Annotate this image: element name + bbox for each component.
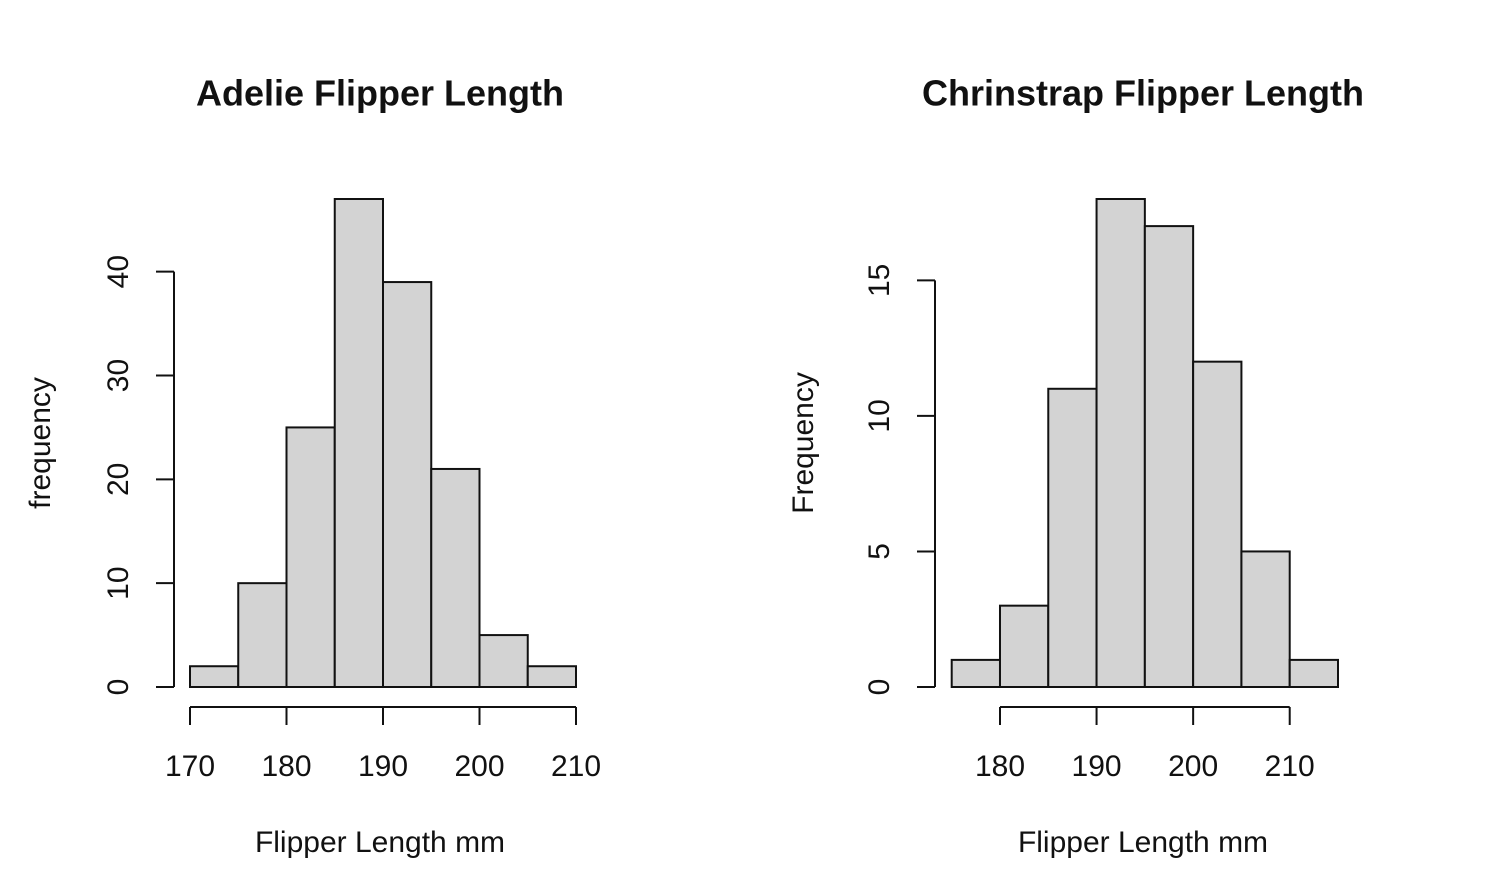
bar — [1095, 198, 1146, 688]
chart-title: Chrinstrap Flipper Length — [922, 73, 1364, 114]
bar — [998, 604, 1050, 689]
y-tick-label: 0 — [102, 679, 135, 696]
y-tick-label: 10 — [863, 399, 896, 432]
bar — [1240, 550, 1291, 689]
bar — [1143, 225, 1195, 688]
bar — [382, 281, 433, 688]
bar — [430, 467, 481, 689]
bar — [1192, 360, 1243, 688]
x-tick-label: 180 — [261, 750, 311, 783]
x-tick-label: 210 — [551, 750, 601, 783]
x-tick-label: 200 — [454, 750, 504, 783]
x-tick-label: 190 — [1072, 750, 1122, 783]
y-tick-label: 30 — [102, 359, 135, 392]
bar — [1047, 387, 1098, 688]
x-tick-label: 170 — [165, 750, 215, 783]
x-tick-label: 180 — [975, 750, 1025, 783]
bar — [1288, 658, 1340, 689]
y-axis-label: frequency — [24, 377, 57, 509]
y-tick-label: 40 — [102, 255, 135, 288]
x-axis-label: Flipper Length mm — [255, 826, 505, 859]
bar — [950, 658, 1001, 689]
y-tick-label: 15 — [863, 264, 896, 297]
bar — [285, 426, 336, 688]
bar — [478, 634, 529, 688]
bar — [526, 665, 577, 689]
bar — [189, 665, 240, 689]
x-axis-label: Flipper Length mm — [1018, 826, 1268, 859]
chart-title: Adelie Flipper Length — [196, 73, 564, 114]
x-tick-label: 200 — [1168, 750, 1218, 783]
y-tick-label: 20 — [102, 463, 135, 496]
bar — [333, 198, 384, 688]
y-tick-label: 10 — [102, 566, 135, 599]
bar — [237, 582, 288, 689]
y-tick-label: 0 — [863, 679, 896, 696]
y-axis-label: Frequency — [787, 372, 820, 514]
x-tick-label: 210 — [1265, 750, 1315, 783]
y-tick-label: 5 — [863, 543, 896, 560]
x-tick-label: 190 — [358, 750, 408, 783]
